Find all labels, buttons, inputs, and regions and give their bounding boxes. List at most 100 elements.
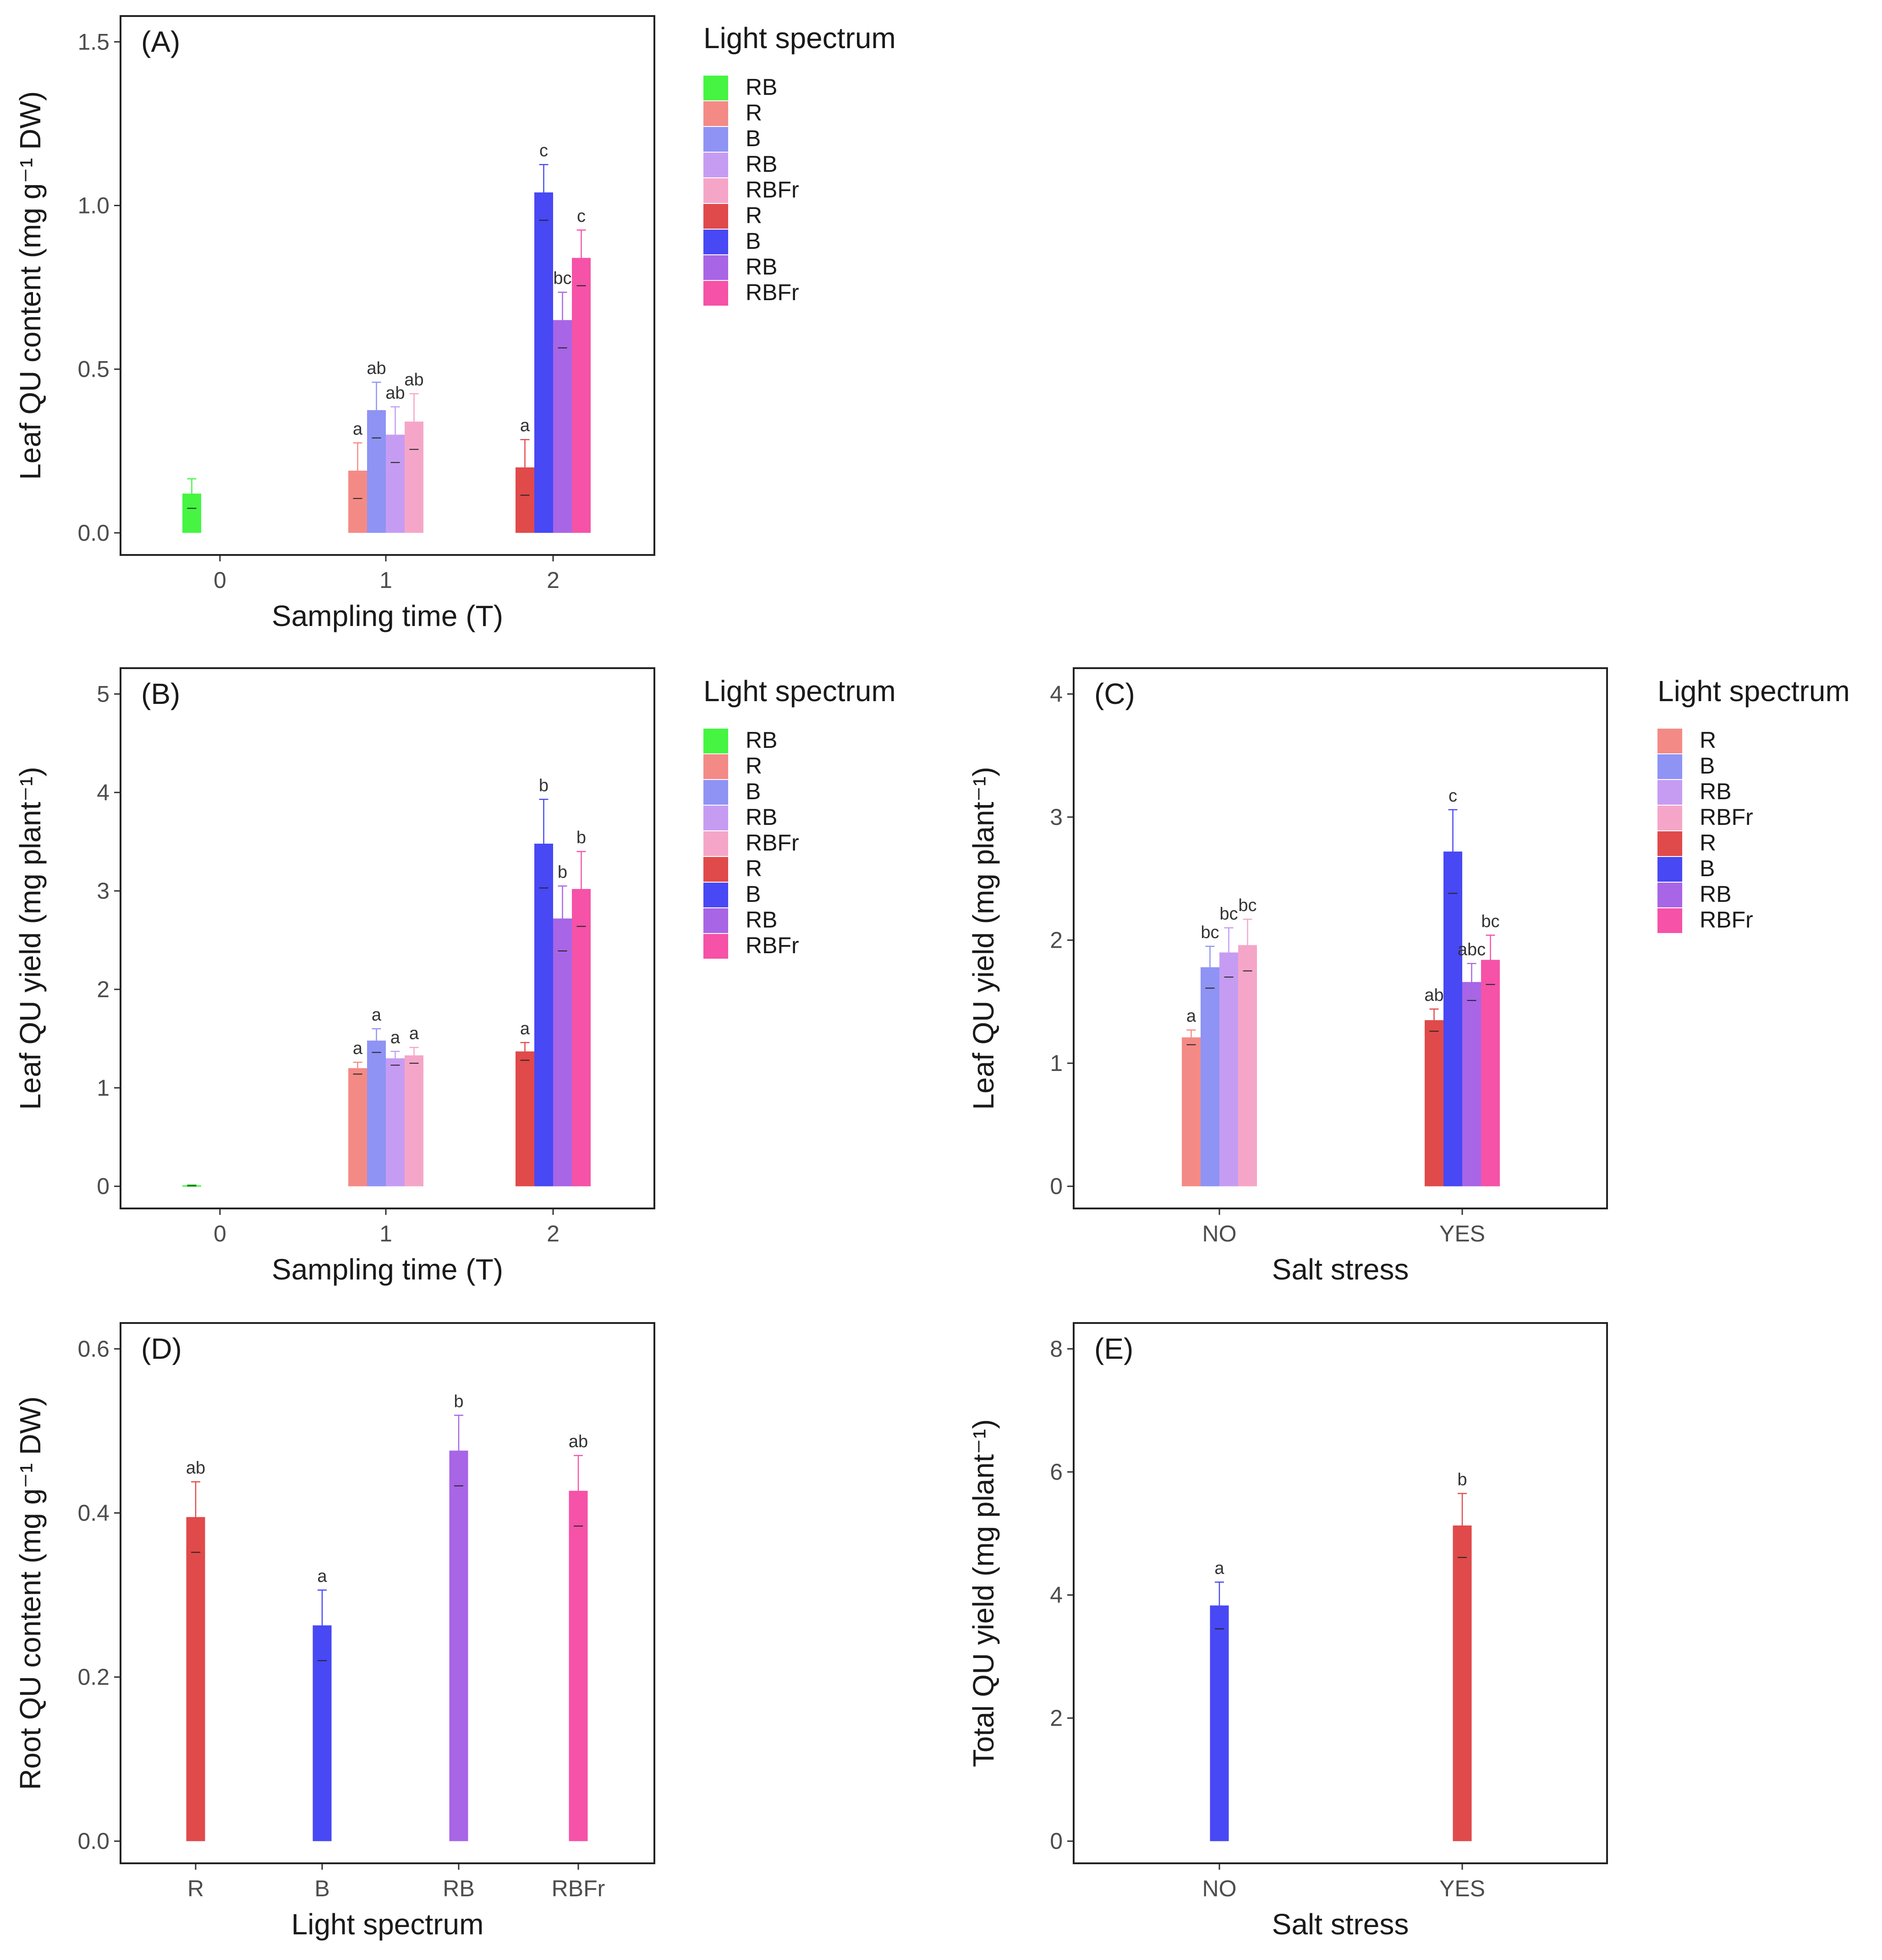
x-tick-label: YES [1439, 1221, 1485, 1246]
plot-frame [1073, 667, 1608, 1209]
legend-swatch [703, 780, 728, 805]
plot-frame [120, 667, 655, 1209]
x-tick-label: 2 [547, 567, 560, 593]
x-tick-label: 1 [379, 1221, 392, 1246]
legend-label: RBFr [746, 933, 799, 958]
y-tick-label: 2 [1050, 928, 1063, 953]
plot-frame [120, 1322, 655, 1864]
significance-label: c [1449, 786, 1457, 806]
bar-rb-1 [386, 1058, 405, 1186]
legend-label: R [746, 856, 762, 881]
significance-label: a [520, 1019, 530, 1038]
legend-label: RB [746, 727, 777, 753]
x-tick-label: 0 [214, 1221, 226, 1246]
legend-swatch [703, 255, 728, 280]
bar-rbfr-2 [572, 889, 591, 1186]
panel-label: (E) [1094, 1332, 1133, 1365]
y-tick-label: 2 [97, 977, 110, 1002]
bar-yes-yes [1453, 1525, 1472, 1841]
x-tick-label: B [314, 1876, 329, 1901]
bar-rb-rb [449, 1450, 468, 1841]
significance-label: ab [385, 384, 405, 403]
legend-swatch [703, 178, 728, 203]
legend-swatch [1657, 883, 1682, 907]
bar-rbfr-2 [572, 258, 591, 533]
x-tick-label: RB [443, 1876, 474, 1901]
significance-label: b [1457, 1470, 1467, 1489]
y-tick-label: 4 [97, 780, 110, 805]
legend-label: RB [746, 907, 777, 933]
legend-swatch [703, 153, 728, 177]
legend-label: RB [1700, 779, 1731, 804]
x-axis-title: Salt stress [1272, 1253, 1409, 1286]
significance-label: c [539, 141, 548, 160]
y-tick-label: 3 [1050, 804, 1063, 830]
legend-swatch [1657, 831, 1682, 856]
significance-label: a [353, 419, 363, 439]
legend-label: R [746, 203, 762, 228]
y-tick-label: 0.2 [77, 1664, 110, 1690]
legend-label: R [1700, 727, 1716, 753]
legend-label: R [746, 100, 762, 126]
significance-label: a [353, 1039, 363, 1058]
y-axis-title: Leaf QU content (mg g⁻¹ DW) [14, 91, 47, 480]
significance-label: ab [1424, 986, 1443, 1005]
legend-title: Light spectrum [703, 675, 896, 708]
legend-label: B [746, 881, 761, 907]
legend-swatch [1657, 729, 1682, 753]
significance-label: ab [569, 1432, 588, 1451]
significance-label: ab [186, 1458, 205, 1477]
panel-label: (B) [141, 677, 180, 710]
legend-swatch [1657, 908, 1682, 933]
y-tick-label: 3 [97, 878, 110, 904]
legend-swatch [703, 101, 728, 126]
bar-r-1 [348, 1068, 367, 1186]
bar-rbfr-rbfr [569, 1491, 588, 1841]
legend-swatch [703, 934, 728, 959]
legend-swatch [1657, 754, 1682, 779]
y-tick-label: 5 [97, 681, 110, 707]
bar-rbfr-no [1238, 945, 1257, 1186]
significance-label: a [520, 416, 530, 435]
significance-label: a [1214, 1559, 1224, 1578]
x-tick-label: 2 [547, 1221, 560, 1246]
legend-label: RBFr [1700, 907, 1753, 933]
legend-swatch [703, 857, 728, 882]
y-axis-title: Root QU content (mg g⁻¹ DW) [14, 1396, 47, 1790]
significance-label: b [454, 1392, 463, 1411]
plot-frame [120, 15, 655, 556]
y-axis-title: Total QU yield (mg plant⁻¹) [967, 1419, 1000, 1767]
significance-label: bc [1238, 896, 1256, 915]
legend-label: B [746, 126, 761, 151]
legend-swatch [703, 908, 728, 933]
y-tick-label: 4 [1050, 1582, 1063, 1608]
legend-swatch [1657, 806, 1682, 830]
bar-b-no [1201, 967, 1219, 1186]
panel-e: 0 2 4 6 8 NO YES a b (E) Salt stress Total QU yield… [967, 1322, 1608, 1941]
legend-label: RBFr [746, 280, 799, 305]
significance-label: bc [1481, 912, 1499, 931]
y-tick-label: 1 [1050, 1050, 1063, 1076]
y-tick-label: 0 [97, 1174, 110, 1199]
bar-b-1 [367, 1040, 386, 1186]
bar-rb-no [1219, 952, 1238, 1186]
x-tick-label: RBFr [552, 1876, 605, 1901]
legend-label: RB [746, 151, 777, 177]
legend-label: RBFr [746, 177, 799, 203]
legend-swatch [703, 729, 728, 753]
y-tick-label: 6 [1050, 1459, 1063, 1485]
x-tick-label: R [187, 1876, 204, 1901]
significance-label: ab [404, 370, 423, 390]
legend-label: RB [746, 74, 777, 100]
y-tick-label: 0.5 [77, 357, 110, 382]
y-tick-label: 4 [1050, 681, 1063, 707]
x-axis-title: Light spectrum [291, 1908, 484, 1941]
y-tick-label: 0.6 [77, 1336, 110, 1362]
legend-label: R [746, 753, 762, 779]
x-tick-label: NO [1202, 1876, 1237, 1901]
legend-swatch [1657, 857, 1682, 882]
